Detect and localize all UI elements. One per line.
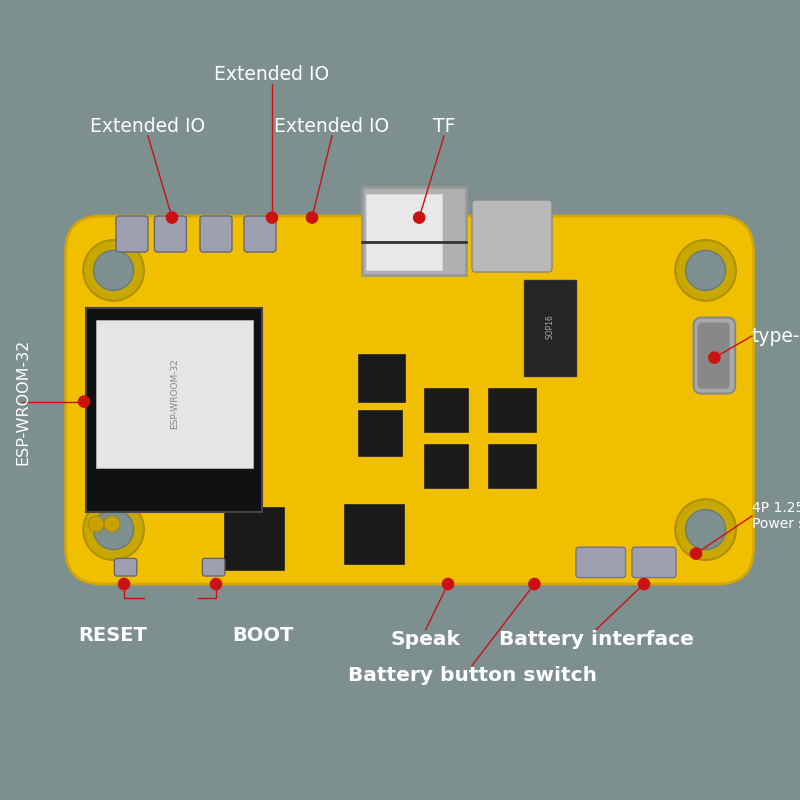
FancyBboxPatch shape [154,216,186,252]
Bar [488,388,536,432]
Circle shape [166,212,178,223]
Bar [86,308,262,512]
Text: ESP-WROOM-32: ESP-WROOM-32 [15,338,30,465]
Bar [358,410,402,456]
Bar [358,354,405,402]
Circle shape [686,510,726,550]
Text: Battery button switch: Battery button switch [347,666,597,685]
Circle shape [104,516,120,532]
Text: ESP-WROOM-32: ESP-WROOM-32 [170,358,179,430]
Text: BOOT: BOOT [232,626,294,645]
Circle shape [78,396,90,407]
FancyBboxPatch shape [694,318,735,394]
Bar [488,444,536,488]
FancyBboxPatch shape [576,547,626,578]
FancyBboxPatch shape [200,216,232,252]
Bar [344,504,404,564]
Circle shape [94,250,134,290]
Circle shape [442,578,454,590]
Text: RESET: RESET [78,626,147,645]
Circle shape [675,499,736,560]
FancyBboxPatch shape [244,216,276,252]
Text: SOP16: SOP16 [545,314,554,339]
FancyBboxPatch shape [114,558,137,576]
Circle shape [94,510,134,550]
Text: 4P 1.25
Power supply base: 4P 1.25 Power supply base [752,501,800,531]
Bar [224,507,284,570]
Circle shape [686,250,726,290]
Circle shape [83,499,144,560]
Circle shape [638,578,650,590]
Circle shape [709,352,720,363]
Circle shape [266,212,278,223]
Bar [362,187,466,275]
Text: type-C: type-C [752,326,800,346]
FancyBboxPatch shape [66,216,754,584]
Circle shape [414,212,425,223]
Circle shape [529,578,540,590]
FancyBboxPatch shape [472,200,552,272]
Circle shape [210,578,222,590]
Circle shape [118,578,130,590]
FancyBboxPatch shape [116,216,148,252]
Text: TF: TF [433,117,455,136]
Circle shape [690,548,702,559]
FancyBboxPatch shape [632,547,676,578]
Bar [524,280,576,376]
Text: Extended IO: Extended IO [90,117,206,136]
FancyBboxPatch shape [698,322,730,389]
Text: Battery interface: Battery interface [498,630,694,649]
Text: Extended IO: Extended IO [214,65,330,84]
Bar [424,444,468,488]
Circle shape [88,516,104,532]
Bar [366,194,442,270]
Bar [96,320,253,468]
Circle shape [83,240,144,301]
Text: Speak: Speak [390,630,461,649]
Bar [424,388,468,432]
Circle shape [306,212,318,223]
FancyBboxPatch shape [202,558,225,576]
Circle shape [675,240,736,301]
Text: Extended IO: Extended IO [274,117,390,136]
